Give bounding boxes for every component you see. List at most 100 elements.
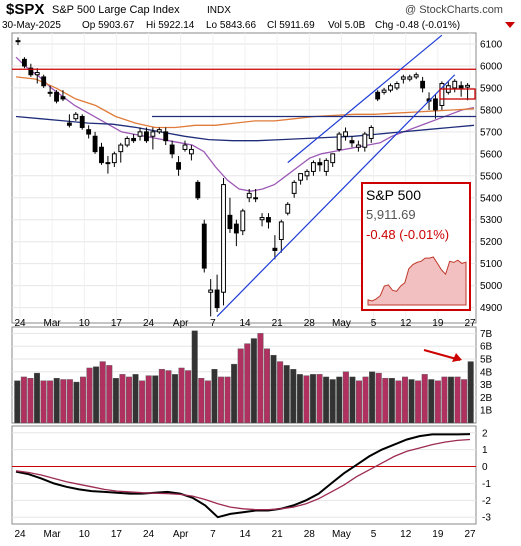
volume-bar bbox=[198, 378, 205, 424]
candle-body bbox=[368, 126, 374, 139]
candle-body bbox=[144, 131, 149, 142]
volume-bar bbox=[224, 376, 231, 424]
volume-bar bbox=[290, 369, 297, 424]
macd-line bbox=[15, 433, 471, 519]
candle-body bbox=[214, 289, 220, 309]
volume-bar bbox=[244, 343, 251, 424]
volume-bar bbox=[106, 365, 113, 424]
volume-bar bbox=[191, 330, 198, 424]
candle-body bbox=[137, 131, 143, 137]
volume-bar bbox=[185, 370, 192, 424]
down-arrow-icon bbox=[505, 22, 515, 28]
volume-bar bbox=[428, 379, 435, 424]
volume-bar bbox=[40, 380, 47, 424]
volume-bar bbox=[47, 380, 54, 424]
volume-tick-label: 2B bbox=[480, 393, 493, 404]
exchange: INDX bbox=[207, 5, 231, 16]
candle-body bbox=[452, 80, 458, 89]
volume-bar bbox=[257, 333, 264, 424]
volume-bar bbox=[362, 376, 369, 424]
candle-body bbox=[272, 247, 278, 251]
volume-bar bbox=[408, 379, 415, 424]
volume-tick-label: 4B bbox=[480, 367, 493, 378]
volume-bar bbox=[421, 374, 428, 424]
candle-body bbox=[118, 144, 124, 153]
volume-tick-label: 7B bbox=[480, 329, 493, 340]
x-tick-label-top: 21 bbox=[272, 318, 284, 329]
candle-body bbox=[169, 144, 175, 155]
x-tick-label-bottom: Mar bbox=[44, 529, 62, 540]
volume-tick-label: 6B bbox=[480, 342, 493, 353]
symbol: $SPX bbox=[6, 1, 44, 18]
x-tick-label-top: 24 bbox=[14, 318, 26, 329]
volume-bar bbox=[250, 338, 257, 424]
price-tick-label: 6100 bbox=[480, 39, 503, 50]
volume-bar bbox=[336, 376, 343, 424]
candle-body bbox=[259, 217, 265, 221]
volume-bar bbox=[112, 378, 119, 424]
x-tick-label-bottom: 7 bbox=[210, 529, 216, 540]
volume-bar bbox=[172, 374, 178, 424]
candle-body bbox=[66, 122, 72, 126]
macd-lines bbox=[15, 433, 471, 519]
candle-body bbox=[253, 197, 259, 200]
macd-grid: 2 1 0 -1 -2 -3 bbox=[12, 428, 491, 524]
candle-body bbox=[208, 289, 214, 293]
candle-body bbox=[111, 153, 117, 164]
macd-tick-label: -1 bbox=[482, 479, 491, 490]
candle-body bbox=[221, 184, 226, 293]
volume-bar bbox=[93, 366, 100, 424]
volume-bar bbox=[382, 378, 389, 424]
price-tick-label: 5500 bbox=[480, 171, 503, 182]
volume-bar bbox=[395, 380, 402, 424]
candle-body bbox=[266, 217, 271, 223]
macd-tick-label: -2 bbox=[482, 496, 491, 507]
candle-body bbox=[79, 115, 85, 128]
candle-body bbox=[195, 181, 201, 199]
x-tick-label-top: Mar bbox=[44, 318, 62, 329]
candle-body bbox=[86, 129, 92, 135]
candle-body bbox=[278, 221, 284, 241]
volume-bar bbox=[283, 365, 290, 424]
candle-body bbox=[156, 129, 162, 133]
x-tick-label-bottom: 14 bbox=[239, 529, 251, 540]
volume-bar bbox=[270, 354, 277, 424]
price-tick-label: 5400 bbox=[480, 193, 503, 204]
volume-bar bbox=[34, 372, 40, 424]
highlight-box bbox=[439, 88, 476, 100]
trend-line-lower bbox=[216, 74, 456, 317]
index-name: S&P 500 Large Cap Index bbox=[52, 4, 180, 16]
open: Op 5903.67 bbox=[82, 20, 135, 31]
macd-tick-label: 0 bbox=[482, 462, 488, 473]
volume-bar bbox=[218, 376, 224, 424]
macd-tick-label: 1 bbox=[482, 445, 488, 456]
candle-body bbox=[28, 67, 34, 76]
candle-body bbox=[388, 85, 393, 91]
volume-bar bbox=[375, 372, 382, 424]
candle-body bbox=[21, 58, 27, 67]
volume-bar bbox=[158, 369, 165, 424]
candle-body bbox=[182, 144, 188, 150]
volume-bar bbox=[415, 380, 422, 424]
candle-body bbox=[285, 203, 291, 214]
volume-bar bbox=[73, 381, 80, 424]
copyright: @ StockCharts.com bbox=[405, 4, 503, 16]
low: Lo 5843.66 bbox=[206, 20, 256, 31]
volume-bar bbox=[237, 348, 244, 424]
arrow-head-icon bbox=[452, 353, 462, 362]
x-tick-label-bottom: 5 bbox=[371, 529, 377, 540]
trendlines bbox=[12, 34, 476, 317]
x-axis-labels-top: 24 Mar 10 17 24 Apr 7 14 21 28 May 5 12 19 27 bbox=[14, 318, 476, 329]
candle-body bbox=[131, 137, 137, 142]
x-tick-label-top: 27 bbox=[464, 318, 476, 329]
volume-bar bbox=[316, 374, 323, 424]
volume-bar bbox=[139, 380, 146, 424]
x-tick-label-bottom: 10 bbox=[79, 529, 91, 540]
price-tick-label: 5000 bbox=[480, 281, 503, 292]
volume-bar bbox=[145, 375, 152, 424]
volume-bar bbox=[349, 376, 356, 424]
candle-body bbox=[201, 223, 207, 269]
volume-bar bbox=[323, 376, 330, 424]
